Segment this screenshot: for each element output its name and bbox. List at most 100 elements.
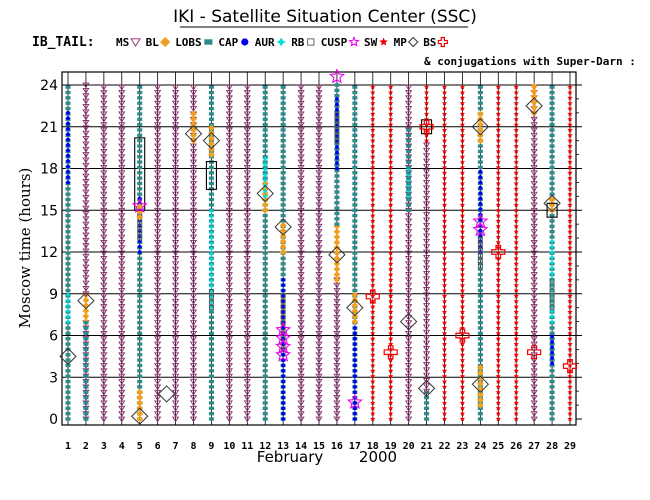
marker-aur [549,238,555,245]
marker-lobs [477,160,483,164]
marker-lobs [549,128,555,132]
marker-ms [154,111,162,118]
marker-ms [100,154,108,161]
marker-lobs [549,224,555,228]
marker-sw [459,244,466,250]
marker-lobs [280,203,286,207]
marker-sw [459,105,466,111]
marker-ms [333,363,341,369]
marker-lobs [137,187,143,191]
marker-sw [567,255,573,261]
marker-sw [370,137,376,143]
marker-ms [171,84,180,91]
marker-sw [370,309,376,315]
marker-ms [118,384,126,391]
marker-lobs [549,112,555,116]
marker-lobs [208,320,214,325]
marker-ms [171,272,180,278]
marker-ms [154,143,162,150]
marker-lobs [352,267,358,271]
marker-aur [549,270,555,277]
marker-lobs [549,160,555,164]
marker-ms [154,272,162,278]
marker-lobs [262,294,268,298]
marker-sw [513,180,519,186]
marker-lobs [208,85,214,89]
marker-sw [567,175,573,181]
marker-ms [100,266,108,273]
marker-sw [388,137,394,143]
event-bs [491,244,506,260]
marker-ms [118,400,126,407]
marker-sw [567,261,573,266]
marker-lobs [83,385,89,389]
marker-bl [476,380,484,388]
marker-sw [370,116,376,122]
marker-sw [513,362,519,368]
marker-ms [315,384,323,391]
marker-sw [513,309,519,315]
marker-ms [82,98,90,105]
marker-lobs [262,122,268,127]
marker-ms [154,304,162,310]
marker-ms [243,347,251,353]
marker-cap [352,374,357,379]
marker-cap [66,143,70,147]
marker-ms [171,229,180,236]
marker-ms [171,223,180,230]
marker-lobs [549,122,555,127]
marker-aur [405,193,412,200]
marker-ms [189,148,198,155]
marker-ms [171,288,180,294]
marker-sw [441,111,448,117]
marker-lobs [65,187,71,191]
marker-cap [352,352,357,357]
marker-bl [279,227,287,234]
marker-cap [281,288,286,293]
marker-sw [388,180,394,186]
marker-sw [388,250,394,256]
marker-ms [422,153,431,160]
marker-ms [405,282,413,289]
marker-ms [333,288,341,294]
marker-ms [530,191,538,198]
marker-cap [550,361,554,366]
marker-ms [171,309,180,316]
x-tick-label: 11 [241,441,253,452]
marker-lobs [406,176,412,180]
marker-lobs [549,417,555,421]
marker-ms [405,111,413,118]
marker-sw [513,335,519,341]
marker-sw [495,309,501,315]
marker-ms [118,266,126,273]
marker-rb [209,289,214,295]
marker-ms [171,277,180,284]
marker-cap [66,169,70,174]
marker-sw [388,212,394,218]
marker-lobs [65,353,71,357]
marker-sw [441,234,448,240]
marker-ms [118,411,126,418]
marker-sw [388,400,394,406]
marker-ms [118,223,126,230]
x-tick-label: 16 [331,441,343,452]
marker-sw [388,384,394,390]
marker-ms [118,197,126,203]
marker-ms [315,239,323,246]
marker-rb [209,305,214,311]
marker-ms [225,218,233,225]
marker-lobs [280,256,286,261]
marker-sw [567,319,573,325]
marker-bl [476,364,484,371]
marker-lobs [424,411,430,416]
event-mp [274,218,292,236]
marker-ms [243,154,251,161]
event-cusp [472,221,489,237]
marker-sw [441,121,448,127]
marker-sw [495,319,501,325]
marker-cap [66,175,70,179]
marker-ms [315,213,323,219]
marker-ms [189,341,198,348]
marker-sw [441,362,448,368]
marker-sw [459,330,466,336]
